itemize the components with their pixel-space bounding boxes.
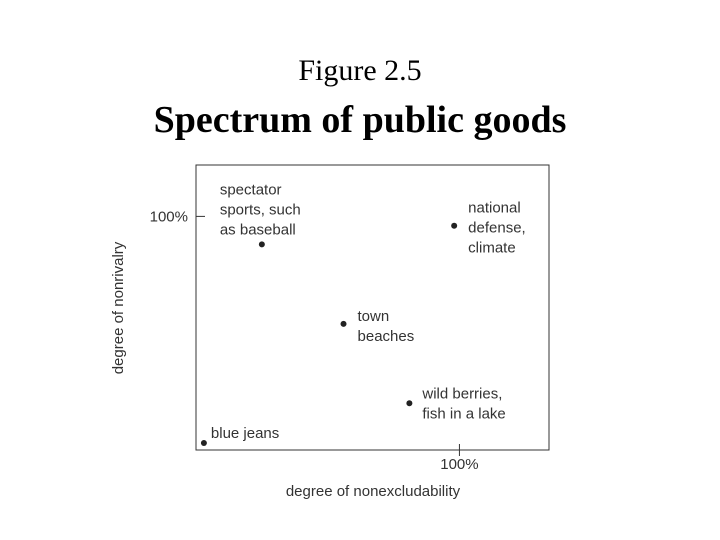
point <box>340 320 347 327</box>
y-tick-label: 100% <box>150 208 188 225</box>
point-label: fish in a lake <box>422 405 505 422</box>
point-label: defense, <box>468 220 526 237</box>
point-label: town <box>358 308 390 325</box>
point <box>451 222 458 229</box>
y-axis-label: degree of nonrivalry <box>110 241 127 374</box>
point-label: sports, such <box>220 201 301 218</box>
plot-frame <box>195 164 550 451</box>
x-tick-label: 100% <box>440 456 478 473</box>
point-label: as baseball <box>220 221 296 238</box>
point <box>258 241 265 248</box>
point-label: beaches <box>358 328 415 345</box>
point-label: national <box>468 200 521 217</box>
point-label: climate <box>468 240 516 257</box>
point <box>200 439 207 446</box>
point <box>406 400 413 407</box>
point-label: spectator <box>220 181 282 198</box>
chart-title: Figure 2.5 <box>298 54 421 87</box>
point-label: wild berries, <box>421 385 502 402</box>
x-axis-label: degree of nonexcludability <box>286 483 461 500</box>
point-label: blue jeans <box>211 425 279 442</box>
chart-subtitle: Spectrum of public goods <box>154 99 567 141</box>
